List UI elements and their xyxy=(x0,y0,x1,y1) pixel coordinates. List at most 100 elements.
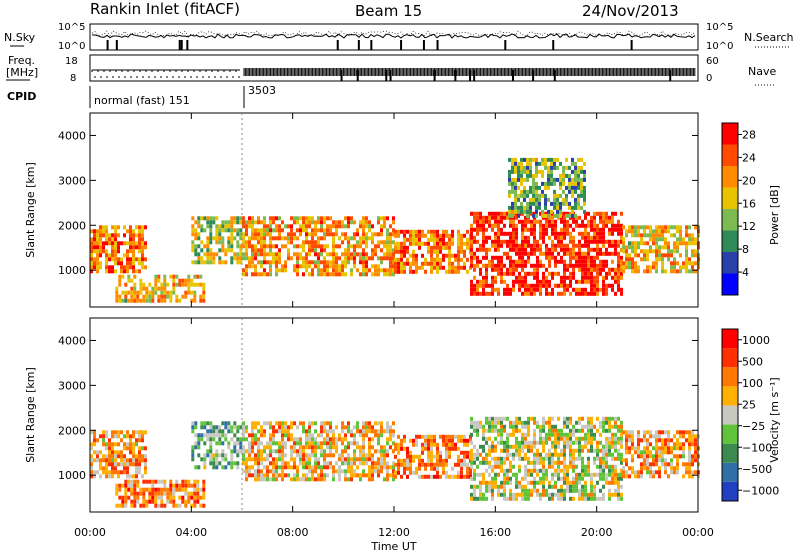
echo-cell xyxy=(430,265,433,270)
echo-cell xyxy=(548,279,551,284)
echo-cell xyxy=(602,472,605,477)
echo-cell xyxy=(470,223,473,228)
echo-cell xyxy=(266,244,269,249)
echo-cell xyxy=(581,476,584,481)
echo-cell xyxy=(148,487,152,492)
nsearch-tick-bottom: 10^0 xyxy=(706,41,733,52)
echo-cell xyxy=(526,209,529,214)
echo-cell xyxy=(332,232,335,237)
echo-cell xyxy=(529,197,532,202)
echo-cell xyxy=(281,465,284,470)
echo-cell xyxy=(314,441,317,446)
echo-cell xyxy=(694,438,697,443)
echo-cell xyxy=(521,275,524,280)
echo-cell xyxy=(566,247,569,252)
echo-cell xyxy=(260,461,263,466)
echo-cell xyxy=(323,244,326,249)
echo-cell xyxy=(224,425,228,430)
echo-cell xyxy=(305,429,308,434)
echo-cell xyxy=(341,264,344,269)
echo-cell xyxy=(581,496,584,501)
echo-cell xyxy=(427,450,430,455)
echo-cell xyxy=(596,251,599,256)
echo-cell xyxy=(569,460,572,465)
echo-cell xyxy=(563,492,566,497)
echo-cell xyxy=(108,454,111,459)
echo-cell xyxy=(512,231,515,236)
echo-cell xyxy=(545,287,548,292)
echo-cell xyxy=(317,264,320,269)
echo-cell xyxy=(536,492,539,497)
echo-cell xyxy=(320,272,323,277)
echo-cell xyxy=(509,235,512,240)
echo-cell xyxy=(617,239,620,244)
echo-cell xyxy=(278,429,281,434)
echo-cell xyxy=(341,260,344,265)
echo-cell xyxy=(667,438,670,443)
echo-cell xyxy=(517,185,520,190)
echo-cell xyxy=(548,416,551,421)
echo-cell xyxy=(634,474,637,479)
x-tick-label: 08:00 xyxy=(277,526,309,539)
echo-cell xyxy=(533,251,536,256)
echo-cell xyxy=(308,457,311,462)
echo-cell xyxy=(415,233,418,238)
echo-cell xyxy=(485,416,488,421)
echo-cell xyxy=(608,231,611,236)
echo-cell xyxy=(578,255,581,260)
echo-cell xyxy=(118,503,122,508)
echo-cell xyxy=(533,452,536,457)
echo-cell xyxy=(508,157,511,162)
echo-cell xyxy=(527,432,530,437)
echo-cell xyxy=(521,444,524,449)
echo-cell xyxy=(427,458,430,463)
echo-cell xyxy=(111,237,114,242)
echo-cell xyxy=(620,428,623,433)
echo-cell xyxy=(266,232,269,237)
echo-cell xyxy=(224,220,228,225)
echo-cell xyxy=(245,473,248,478)
y-tick-label: 4000 xyxy=(58,334,86,347)
echo-cell xyxy=(90,442,93,447)
echo-cell xyxy=(655,450,658,455)
echo-cell xyxy=(596,283,599,288)
echo-cell xyxy=(386,421,389,426)
echo-cell xyxy=(649,434,652,439)
echo-cell xyxy=(323,264,326,269)
echo-cell xyxy=(239,236,243,241)
echo-cell xyxy=(551,464,554,469)
echo-cell xyxy=(655,442,658,447)
echo-cell xyxy=(572,267,575,272)
echo-cell xyxy=(138,225,141,230)
echo-cell xyxy=(350,469,353,474)
echo-cell xyxy=(515,243,518,248)
echo-cell xyxy=(257,260,260,265)
echo-cell xyxy=(631,454,634,459)
echo-cell xyxy=(299,256,302,261)
echo-cell xyxy=(108,257,111,262)
echo-cell xyxy=(508,189,511,194)
echo-cell xyxy=(296,449,299,454)
echo-cell xyxy=(536,456,539,461)
echo-cell xyxy=(500,440,503,445)
echo-cell xyxy=(676,269,679,274)
echo-cell xyxy=(206,433,210,438)
echo-cell xyxy=(691,434,694,439)
echo-cell xyxy=(568,213,571,218)
echo-cell xyxy=(583,189,586,194)
echo-cell xyxy=(218,429,222,434)
echo-cell xyxy=(572,251,575,256)
echo-cell xyxy=(191,228,195,233)
echo-cell xyxy=(596,279,599,284)
echo-cell xyxy=(215,453,219,458)
echo-cell xyxy=(542,492,545,497)
echo-cell xyxy=(200,425,204,430)
echo-cell xyxy=(482,432,485,437)
echo-cell xyxy=(596,231,599,236)
echo-cell xyxy=(326,244,329,249)
echo-cell xyxy=(278,465,281,470)
echo-cell xyxy=(526,189,529,194)
echo-cell xyxy=(272,441,275,446)
echo-cell xyxy=(187,286,191,291)
echo-cell xyxy=(386,244,389,249)
